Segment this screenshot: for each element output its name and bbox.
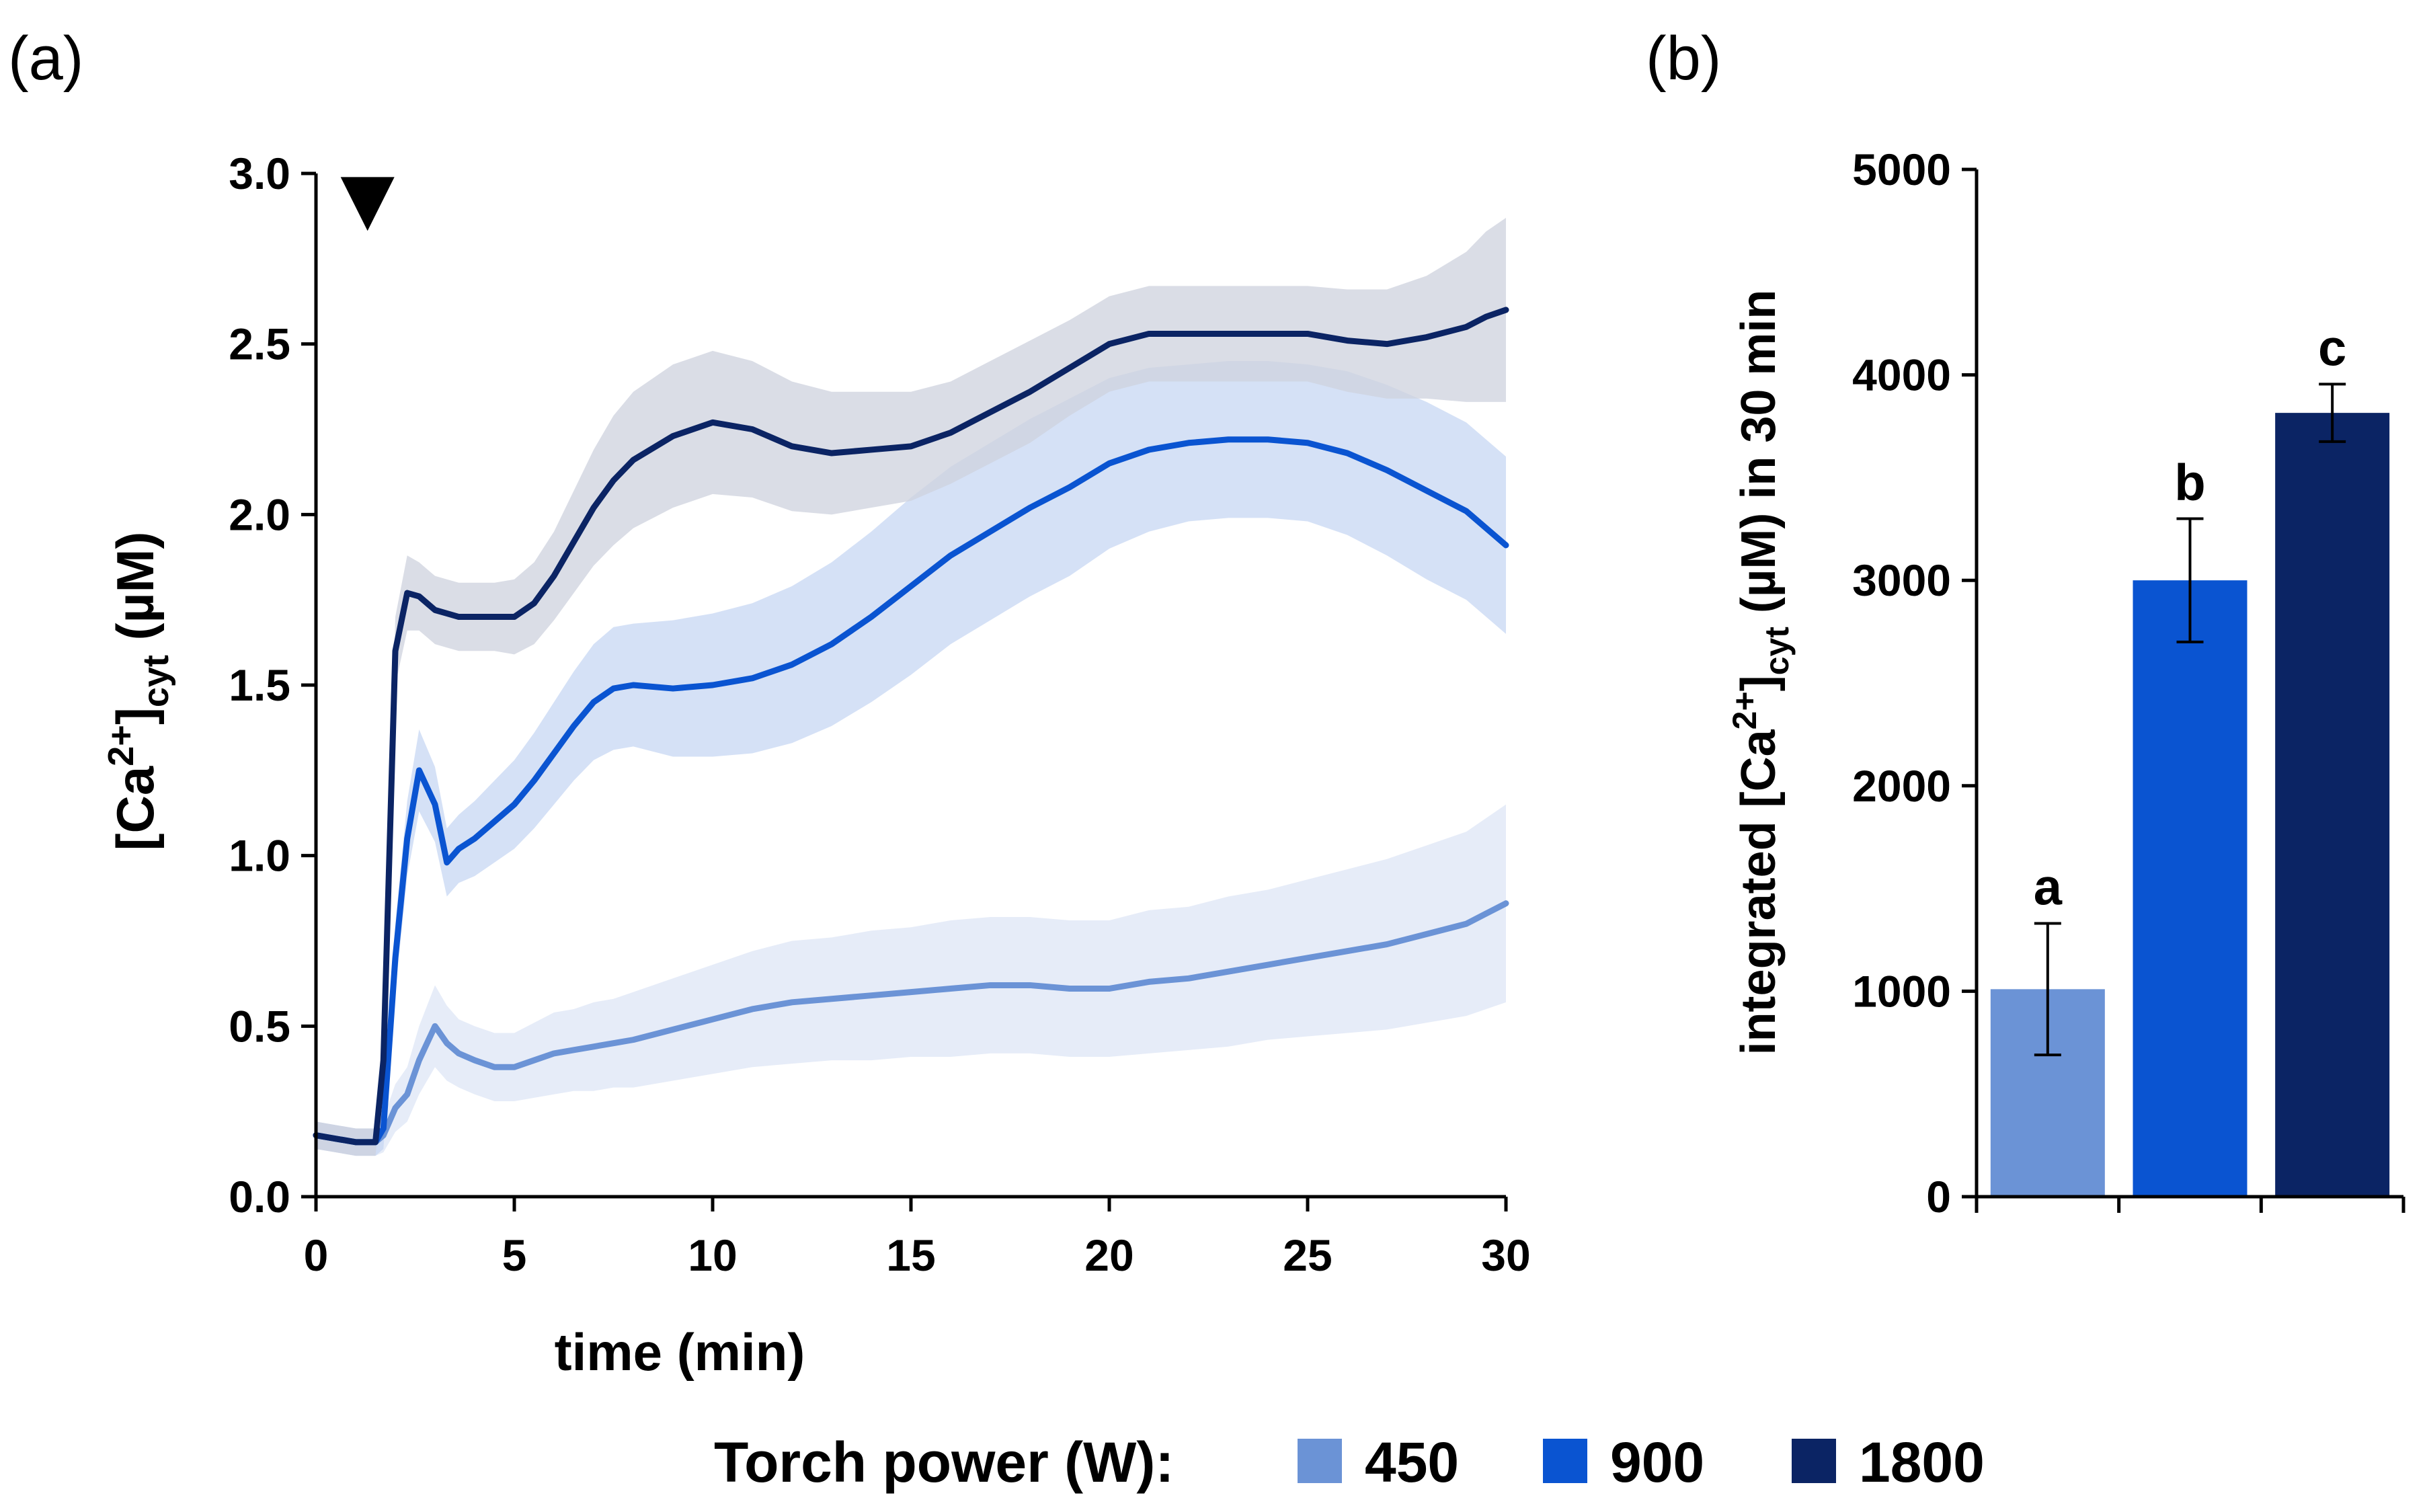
legend-label-900: 900 [1610, 1431, 1704, 1494]
error-bars [2034, 383, 2346, 1057]
x-tick-label-a: 0 [304, 1230, 329, 1280]
significance-letter-900: b [2174, 454, 2205, 512]
series-line-450 [313, 900, 1509, 1146]
panel-a-label: (a) [8, 24, 83, 93]
y-tick-label-b: 4000 [1852, 350, 1951, 400]
y-tick-label-a: 0.5 [229, 1001, 290, 1051]
y-ticks-b: 0 1000 2000 3000 4000 5000 [1852, 145, 1977, 1222]
legend: Torch power (W): 450 900 1800 [714, 1431, 1985, 1494]
x-tick-label-a: 15 [886, 1230, 935, 1280]
x-tick-label-a: 30 [1481, 1230, 1530, 1280]
bar-900 [2133, 580, 2247, 1197]
x-tick-label-a: 10 [688, 1230, 737, 1280]
y-tick-label-a: 0.0 [229, 1172, 290, 1222]
y-axis-title-b: integrated [Ca2+]cyt (µM) in 30 min [1726, 290, 1796, 1056]
error-band-450 [316, 804, 1506, 1156]
significance-letter-1800: c [2318, 319, 2346, 376]
legend-title: Torch power (W): [714, 1431, 1174, 1494]
y-tick-label-b: 3000 [1852, 555, 1951, 605]
legend-label-1800: 1800 [1859, 1431, 1985, 1494]
y-tick-label-b: 2000 [1852, 761, 1951, 811]
legend-label-450: 450 [1365, 1431, 1459, 1494]
error-bands [316, 217, 1506, 1156]
y-tick-label-a: 1.5 [229, 660, 290, 710]
x-axis-title-a: time (min) [555, 1322, 805, 1382]
series-line-1800 [313, 307, 1509, 1146]
significance-letters: a b c [2034, 319, 2347, 916]
x-ticks-a: 0 5 10 15 20 25 30 [304, 1197, 1531, 1280]
y-tick-label-a: 1.0 [229, 831, 290, 881]
error-band-1800 [316, 217, 1506, 1156]
axes-b [1975, 169, 2405, 1213]
legend-swatch-450 [1298, 1439, 1342, 1483]
x-tick-label-a: 25 [1283, 1230, 1332, 1280]
bar-1800 [2275, 413, 2390, 1197]
legend-swatch-900 [1543, 1439, 1587, 1483]
y-axis-title-a: [Ca2+]cyt (µM) [101, 532, 176, 851]
bars [1990, 413, 2390, 1197]
significance-letter-450: a [2034, 859, 2063, 916]
y-tick-label-b: 0 [1926, 1172, 1951, 1222]
treatment-triangle-marker [340, 177, 395, 231]
x-tick-label-a: 20 [1084, 1230, 1133, 1280]
y-tick-label-a: 3.0 [229, 149, 290, 198]
y-tick-label-b: 1000 [1852, 966, 1951, 1016]
bar-chart-panel-b: a b c 0 1000 2000 3000 4000 5000 integrated [Ca… [1726, 145, 2405, 1222]
y-ticks-a: 0.0 0.5 1.0 1.5 2.0 2.5 3.0 [229, 149, 316, 1222]
legend-swatch-1800 [1792, 1439, 1836, 1483]
y-tick-label-b: 5000 [1852, 145, 1951, 194]
series-lines [313, 307, 1509, 1146]
line-chart-panel-a: 0.0 0.5 1.0 1.5 2.0 2.5 3.0 0 5 10 15 20 25 30 time … [101, 149, 1531, 1382]
x-tick-label-a: 5 [502, 1230, 527, 1280]
series-line-900 [313, 436, 1509, 1146]
y-tick-label-a: 2.5 [229, 319, 290, 369]
panel-b-label: (b) [1646, 24, 1721, 93]
y-tick-label-a: 2.0 [229, 489, 290, 539]
